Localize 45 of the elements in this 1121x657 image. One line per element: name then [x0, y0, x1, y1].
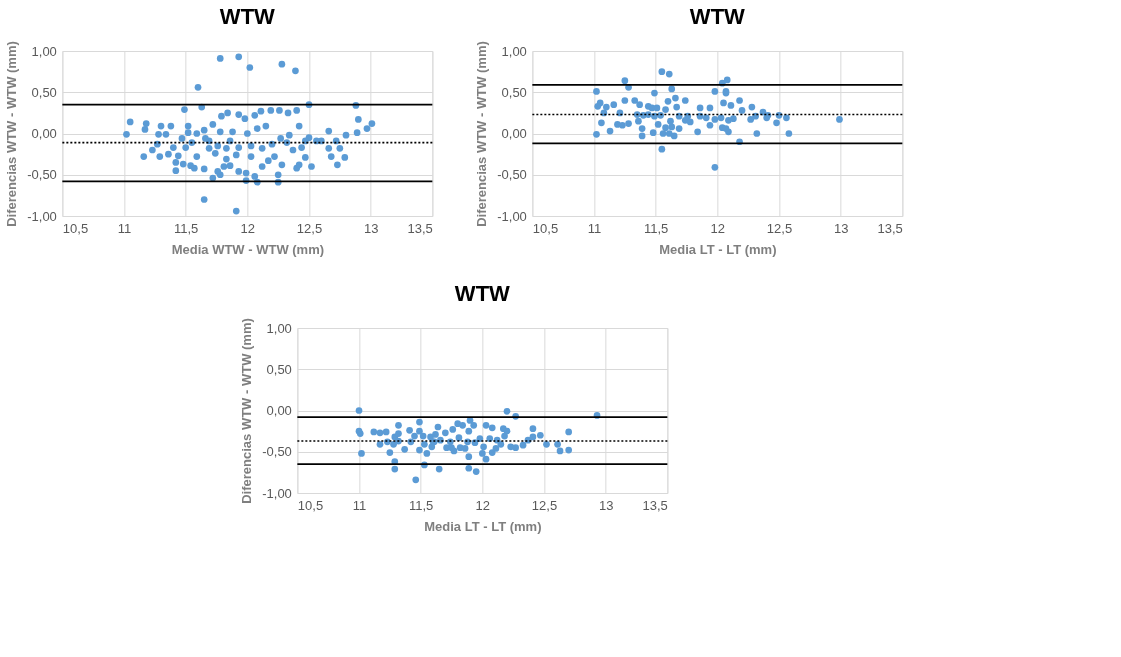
y-tick-label: -1,00 [497, 208, 527, 224]
y-tick-label: -0,50 [27, 167, 57, 183]
x-tick-label: 13 [363, 220, 379, 236]
x-tick-label: 12,5 [296, 220, 323, 236]
y-tick-label: 0,00 [31, 126, 57, 141]
x-tick-label: 13 [598, 497, 614, 513]
y-tick-label: 0,50 [501, 84, 527, 100]
x-tick-label: 12 [240, 220, 256, 236]
x-tick-label: 11,5 [409, 497, 434, 513]
y-tick-label: 1,00 [266, 320, 292, 336]
y-axis-title: Diferencias WTW - WTW (mm) [239, 318, 255, 504]
y-tick-label: -0,50 [497, 167, 527, 183]
x-tick-label: 13,5 [642, 497, 668, 513]
y-axis-title: Diferencias WTW - WTW (mm) [474, 41, 490, 227]
chart-title: WTW [454, 280, 511, 306]
y-tick-label: -1,00 [262, 485, 292, 501]
y-tick-label: 0,00 [501, 126, 527, 141]
x-tick-label: 11,5 [644, 220, 669, 236]
y-tick-label: 0,50 [266, 361, 292, 377]
y-tick-label: 0,50 [31, 84, 57, 100]
y-axis-title: Diferencias WTW - WTW (mm) [4, 41, 20, 227]
x-tick-label: 12,5 [531, 497, 558, 513]
x-tick-label: 10,5 [532, 220, 559, 236]
x-tick-label: 13,5 [877, 220, 903, 236]
chart-title: WTW [689, 3, 746, 29]
x-tick-label: 11 [117, 220, 132, 236]
x-tick-label: 10,5 [297, 497, 324, 513]
x-axis-title: Media WTW - WTW (mm) [171, 241, 325, 257]
x-tick-label: 10,5 [62, 220, 89, 236]
x-tick-label: 13 [833, 220, 849, 236]
x-tick-label: 11 [587, 220, 602, 236]
x-tick-label: 13,5 [407, 220, 433, 236]
y-tick-label: 0,00 [266, 403, 292, 418]
x-tick-label: 11 [352, 497, 367, 513]
y-tick-label: -0,50 [262, 444, 292, 460]
chart-title: WTW [219, 3, 276, 29]
x-tick-label: 11,5 [174, 220, 199, 236]
x-tick-label: 12 [475, 497, 491, 513]
x-axis-title: Media LT - LT (mm) [424, 518, 542, 534]
y-tick-label: -1,00 [27, 208, 57, 224]
x-tick-label: 12,5 [766, 220, 793, 236]
x-tick-label: 12 [710, 220, 726, 236]
y-tick-label: 1,00 [31, 43, 57, 59]
x-axis-title: Media LT - LT (mm) [659, 241, 777, 257]
y-tick-label: 1,00 [501, 43, 527, 59]
